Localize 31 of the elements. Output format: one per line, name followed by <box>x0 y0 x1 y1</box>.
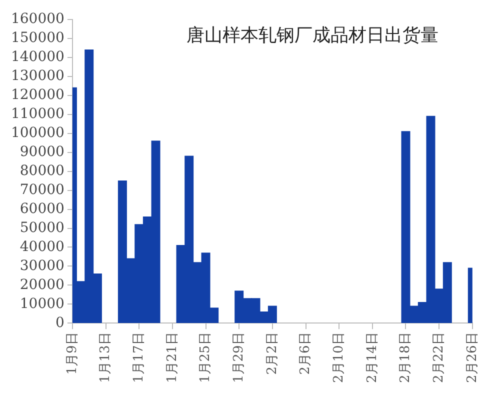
y-tick-label: 40000 <box>20 238 64 255</box>
x-tick-label: 1月21日 <box>164 332 180 384</box>
y-tick-label: 120000 <box>10 86 64 103</box>
x-tick-label: 2月6日 <box>298 332 314 375</box>
chart-title: 唐山样本轧钢厂成品材日出货量 <box>186 25 438 46</box>
y-tick-label: 70000 <box>20 182 64 198</box>
x-tick-label: 2月22日 <box>431 332 446 384</box>
x-tick-label: 2月14日 <box>364 332 380 384</box>
y-tick-label: 60000 <box>20 200 64 217</box>
y-tick-label: 100000 <box>10 124 64 141</box>
x-tick-label: 1月13日 <box>98 332 114 384</box>
y-tick-label: 10000 <box>20 296 64 312</box>
y-tick-label: 20000 <box>20 276 64 293</box>
x-tick-label: 1月17日 <box>131 332 146 384</box>
x-tick-label: 2月18日 <box>398 332 414 384</box>
y-tick-label: 130000 <box>10 68 64 84</box>
y-tick-label: 0 <box>56 314 64 331</box>
x-tick-label: 2月26日 <box>464 332 480 384</box>
y-tick-label: 160000 <box>10 11 64 28</box>
y-tick-label: 90000 <box>20 144 64 160</box>
y-tick-label: 140000 <box>10 49 64 66</box>
x-tick-label: 1月25日 <box>198 332 214 384</box>
y-tick-label: 150000 <box>10 30 64 46</box>
x-tick-label: 1月9日 <box>64 332 80 375</box>
x-tick-label: 2月2日 <box>264 332 280 375</box>
y-tick-label: 30000 <box>20 258 64 274</box>
x-tick-label: 1月29日 <box>231 332 246 384</box>
x-tick-label: 2月10日 <box>331 332 346 384</box>
y-tick-label: 80000 <box>20 162 64 179</box>
y-tick-label: 50000 <box>20 220 64 236</box>
y-tick-label: 110000 <box>10 106 64 122</box>
